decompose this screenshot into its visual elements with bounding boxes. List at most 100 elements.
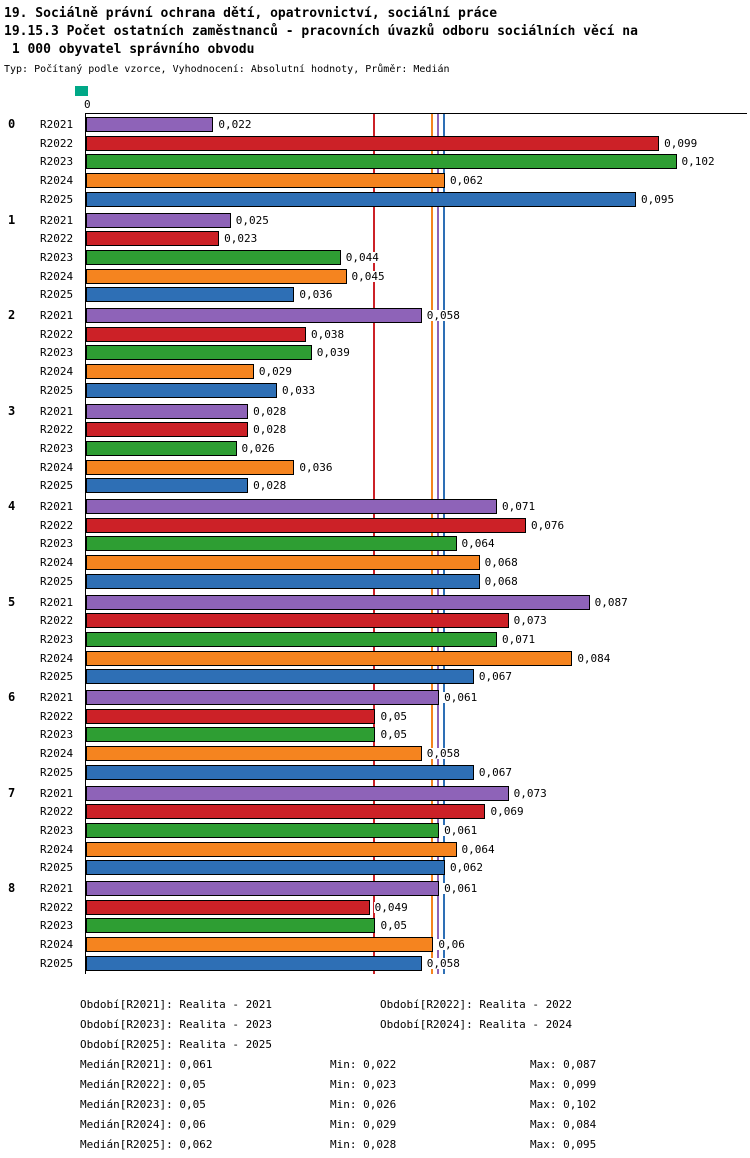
bar-series-label: R2021	[40, 595, 74, 609]
plot-area: 0 0 R2021 0,022 R2022 0,099 R2023 0,102 R2024 0,…	[8, 98, 747, 974]
bar-series-label: R2024	[40, 747, 74, 761]
bar-series-label: R2022	[40, 518, 74, 532]
bar-series-label: R2021	[40, 309, 74, 322]
bar-series-label: R2022	[40, 423, 74, 437]
stats-max-r2022: Max: 0,099	[530, 1078, 597, 1091]
group-label-0: 0	[8, 117, 16, 131]
legend-item-r2022: Období[R2022]: Realita - 2022	[380, 998, 573, 1011]
bar-value-label: 0,071	[501, 632, 537, 646]
bar-r2025-group-0	[86, 191, 636, 207]
bar-value-label: 0,022	[217, 118, 253, 131]
bar-r2023-group-3	[86, 440, 237, 456]
stats-min-r2023: Min: 0,026	[330, 1098, 397, 1111]
chart-title-line-2: 19.15.3 Počet ostatních zaměstnanců - pr…	[4, 24, 638, 39]
bar-r2021-group-2	[86, 308, 422, 323]
legend-item-r2025: Období[R2025]: Realita - 2025	[80, 1038, 273, 1051]
bar-r2022-group-3	[86, 422, 249, 438]
bar-value-label: 0,067	[477, 765, 514, 779]
bar-r2022-group-0	[86, 135, 660, 151]
stats-min-r2022: Min: 0,023	[330, 1078, 397, 1091]
bar-value-label: 0,076	[530, 518, 566, 532]
stats-max-r2023: Max: 0,102	[530, 1098, 597, 1111]
bar-r2023-group-7	[86, 822, 440, 838]
bar-r2025-group-4	[86, 573, 480, 589]
bar-value-label: 0,05	[379, 728, 408, 742]
legend-item-r2024: Období[R2024]: Realita - 2024	[380, 1018, 573, 1031]
bar-r2022-group-8	[86, 899, 370, 915]
bar-value-label: 0,028	[252, 404, 288, 418]
bar-value-label: 0,069	[489, 805, 525, 819]
bar-series-label: R2024	[40, 651, 74, 665]
teal-square-marker	[75, 86, 88, 96]
legend-block: Období[R2021]: Realita - 2021 Období[R202…	[0, 998, 750, 1056]
bar-series-label: R2021	[40, 882, 74, 895]
bar-value-label: 0,073	[512, 786, 548, 800]
bar-r2025-group-3	[86, 478, 249, 494]
bar-r2024-group-3	[86, 459, 295, 475]
bar-r2024-group-6	[86, 746, 422, 762]
bar-value-label: 0,05	[379, 919, 408, 933]
bar-r2024-group-2	[86, 364, 254, 380]
bar-value-label: 0,039	[315, 346, 351, 360]
bar-r2021-group-5	[86, 594, 590, 610]
bar-series-label: R2025	[40, 383, 74, 397]
bar-value-label: 0,061	[443, 823, 479, 837]
bar-r2022-group-4	[86, 517, 526, 533]
group-label-3: 3	[8, 403, 16, 418]
stats-max-r2025: Max: 0,095	[530, 1138, 597, 1151]
bar-value-label: 0,023	[223, 232, 259, 246]
group-label-8: 8	[8, 881, 16, 895]
bar-series-label: R2022	[40, 232, 74, 246]
bar-r2021-group-0	[86, 117, 214, 132]
bar-r2025-group-1	[86, 287, 295, 303]
group-label-6: 6	[8, 690, 16, 704]
bar-value-label: 0,036	[298, 288, 334, 302]
bar-r2025-group-6	[86, 764, 474, 780]
bar-value-label: 0,071	[501, 500, 537, 513]
stats-min-r2024: Min: 0,029	[330, 1118, 397, 1131]
bar-series-label: R2023	[40, 250, 74, 264]
bar-r2022-group-6	[86, 708, 376, 724]
stats-median-r2023: Medián[R2023]: 0,05	[80, 1098, 206, 1111]
stats-max-r2021: Max: 0,087	[530, 1058, 597, 1071]
bar-value-label: 0,068	[483, 574, 519, 588]
bar-r2021-group-6	[86, 690, 440, 705]
bar-r2023-group-0	[86, 154, 677, 170]
bar-series-label: R2024	[40, 365, 74, 379]
stats-median-r2022: Medián[R2022]: 0,05	[80, 1078, 206, 1091]
bar-r2022-group-1	[86, 231, 220, 247]
bar-value-label: 0,045	[350, 269, 386, 283]
bar-value-label: 0,099	[663, 136, 699, 150]
bar-r2021-group-3	[86, 403, 249, 419]
bar-value-label: 0,026	[240, 441, 276, 455]
chart-subtitle: Typ: Počítaný podle vzorce, Vyhodnocení:…	[4, 64, 450, 75]
bar-r2024-group-7	[86, 841, 457, 857]
bar-r2025-group-7	[86, 860, 445, 876]
bar-value-label: 0,038	[310, 327, 346, 341]
bar-value-label: 0,061	[443, 691, 479, 704]
bar-r2024-group-5	[86, 650, 573, 666]
bar-value-label: 0,058	[425, 747, 461, 761]
bar-value-label: 0,064	[460, 842, 496, 856]
bar-value-label: 0,029	[257, 365, 294, 379]
bar-r2023-group-2	[86, 345, 312, 361]
bar-series-label: R2025	[40, 765, 74, 779]
bar-series-label: R2022	[40, 614, 74, 628]
bar-series-label: R2025	[40, 192, 74, 206]
bar-value-label: 0,036	[298, 460, 334, 474]
bar-value-label: 0,044	[344, 250, 380, 264]
legend-item-r2023: Období[R2023]: Realita - 2023	[80, 1018, 273, 1031]
bar-r2023-group-5	[86, 631, 498, 647]
bar-r2023-group-1	[86, 249, 341, 265]
bar-r2024-group-8	[86, 937, 434, 953]
bar-r2023-group-8	[86, 918, 376, 934]
stats-min-r2025: Min: 0,028	[330, 1138, 397, 1151]
stats-median-r2024: Medián[R2024]: 0,06	[80, 1118, 206, 1131]
bar-value-label: 0,062	[448, 174, 485, 188]
bar-series-label: R2023	[40, 823, 74, 837]
bar-r2024-group-0	[86, 173, 445, 189]
bar-series-label: R2025	[40, 861, 74, 875]
bar-series-label: R2025	[40, 574, 74, 588]
bar-value-label: 0,084	[576, 651, 612, 665]
bar-r2024-group-1	[86, 268, 347, 284]
